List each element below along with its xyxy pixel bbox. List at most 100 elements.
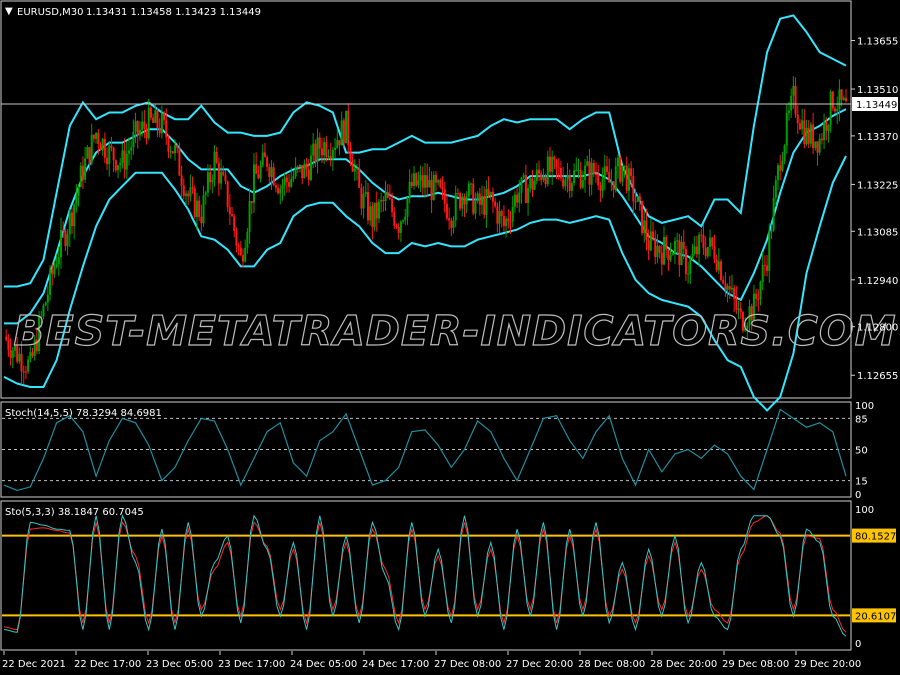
candle-body [472, 183, 475, 214]
candle-body [575, 170, 578, 172]
candle-body [257, 173, 260, 179]
candle-body [211, 179, 214, 183]
candle-body [511, 206, 514, 222]
candle-body [441, 187, 444, 190]
price-axis: 1.13655 1.13510 1.13370 1.13225 1.13085 1.129… [851, 36, 898, 382]
candle-body [673, 240, 676, 254]
candle-body [108, 145, 111, 165]
candle-body [189, 187, 192, 197]
candle-body [766, 265, 769, 271]
candle-body [110, 145, 113, 148]
candle-body [689, 258, 692, 274]
sto-tick-label: 100 [855, 505, 874, 516]
time-tick-label: 23 Dec 05:00 [146, 659, 213, 670]
candle-body [502, 216, 505, 227]
candle-body [544, 176, 547, 185]
candle-body [424, 175, 426, 188]
candle-body [259, 165, 262, 179]
candle-body [399, 221, 402, 233]
candle-body [325, 142, 328, 157]
stoch-tick-label: 85 [855, 414, 868, 425]
candle-body [79, 165, 82, 188]
candle-body [660, 252, 663, 265]
candle-body [478, 193, 481, 205]
candle-body [384, 191, 387, 201]
candle-body [770, 230, 773, 232]
price-tick-label: 1.12655 [857, 371, 898, 382]
candle-body [608, 171, 611, 183]
candle-body [125, 153, 128, 170]
candle-body [81, 165, 84, 180]
candle-body [445, 203, 448, 219]
candle-body [641, 200, 644, 234]
candle-body [818, 138, 821, 153]
candle-body [40, 316, 43, 318]
candle-body [49, 269, 52, 295]
candle-body [46, 294, 49, 303]
stoch-panel[interactable] [0, 401, 852, 498]
stoch-line [3, 408, 847, 492]
candle-body [408, 181, 411, 199]
candle-body [103, 138, 106, 158]
candle-body [178, 147, 181, 176]
candle-body [763, 264, 766, 266]
candle-body [713, 245, 716, 260]
candle-body [320, 148, 323, 156]
candle-body [570, 183, 573, 191]
candle-body [334, 147, 337, 151]
candle-body [577, 169, 580, 171]
candle-body [724, 283, 727, 290]
candle-body [752, 293, 755, 320]
candle-body [638, 196, 641, 201]
candle-body [345, 110, 348, 144]
candle-body [792, 86, 795, 96]
price-tick-label: 1.13225 [857, 180, 898, 191]
candle-body [158, 128, 161, 134]
candle-body [277, 187, 280, 194]
candle-body [505, 218, 508, 227]
candle-body [9, 350, 12, 358]
candle-body [647, 240, 650, 251]
time-tick-label: 24 Dec 17:00 [362, 659, 429, 670]
candle-body [421, 175, 424, 188]
candle-body [329, 156, 332, 159]
candle-body [22, 371, 25, 373]
candle-body [711, 237, 714, 246]
candle-body [695, 246, 698, 255]
candle-body [656, 246, 659, 258]
candle-body [546, 156, 549, 185]
candle-body [200, 216, 203, 224]
candle-body [274, 185, 277, 188]
candle-body [432, 174, 435, 200]
price-panel[interactable] [0, 0, 852, 399]
candle-body [134, 121, 137, 132]
candle-body [599, 185, 602, 191]
price-tick-label: 1.13510 [857, 85, 898, 96]
candle-body [461, 196, 464, 209]
price-tick-label: 1.13655 [857, 36, 898, 47]
candle-body [7, 339, 10, 351]
candle-body [307, 169, 310, 181]
ohlc-values: 1.13431 1.13458 1.13423 1.13449 [86, 7, 261, 18]
candle-body [465, 196, 468, 205]
candle-body [410, 181, 413, 187]
candle-body [239, 247, 242, 255]
candle-body [755, 293, 758, 299]
candle-body [73, 204, 76, 227]
time-axis: 22 Dec 2021 22 Dec 17:00 23 Dec 05:00 23 De… [2, 651, 861, 670]
candle-body [149, 107, 152, 118]
candle-body [777, 165, 780, 181]
candle-body [621, 165, 624, 182]
candle-body [402, 220, 405, 222]
candle-body [145, 128, 148, 139]
candle-body [559, 167, 562, 179]
candle-body [364, 192, 367, 194]
candle-body [224, 175, 227, 182]
candle-body [430, 179, 433, 200]
sto-panel[interactable] [0, 500, 852, 651]
dropdown-arrow-icon[interactable]: ▼ [5, 6, 13, 17]
candle-body [53, 266, 56, 275]
candle-body [779, 165, 782, 171]
candle-body [785, 112, 788, 146]
